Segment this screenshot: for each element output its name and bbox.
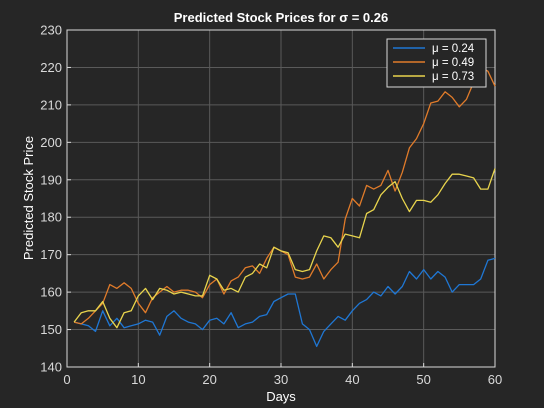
legend-entry: μ = 0.49 xyxy=(432,57,474,69)
y-tick-label: 170 xyxy=(40,247,62,262)
x-tick-label: 30 xyxy=(274,372,288,387)
chart-title: Predicted Stock Prices for σ = 0.26 xyxy=(174,10,388,25)
x-tick-label: 50 xyxy=(416,372,430,387)
x-tick-label: 60 xyxy=(488,372,502,387)
y-tick-label: 180 xyxy=(40,210,62,225)
series-line-2 xyxy=(73,66,496,325)
y-tick-label: 190 xyxy=(40,172,62,187)
series-line-3 xyxy=(73,168,496,329)
x-tick-label: 40 xyxy=(345,372,359,387)
x-axis-label: Days xyxy=(266,389,296,404)
y-tick-label: 210 xyxy=(40,97,62,112)
x-tick-label: 20 xyxy=(202,372,216,387)
x-tick-label: 0 xyxy=(63,372,70,387)
y-axis-label: Predicted Stock Price xyxy=(21,136,36,260)
y-tick-label: 150 xyxy=(40,322,62,337)
legend: μ = 0.24 μ = 0.49 μ = 0.73 xyxy=(386,38,487,88)
y-tick-label: 140 xyxy=(40,360,62,375)
legend-entry: μ = 0.24 xyxy=(432,43,475,55)
legend-entry: μ = 0.73 xyxy=(432,71,474,83)
y-tick-label: 160 xyxy=(40,285,62,300)
series-line-1 xyxy=(73,257,496,348)
y-tick-label: 230 xyxy=(40,23,62,38)
axis-ticks: 0 10 20 30 40 50 60 140 150 160 170 180 190 200 210 220… xyxy=(40,23,502,388)
legend-box xyxy=(386,38,487,88)
x-tick-label: 10 xyxy=(131,372,145,387)
y-tick-label: 220 xyxy=(40,60,62,75)
series-lines xyxy=(73,66,496,348)
y-tick-label: 200 xyxy=(40,135,62,150)
